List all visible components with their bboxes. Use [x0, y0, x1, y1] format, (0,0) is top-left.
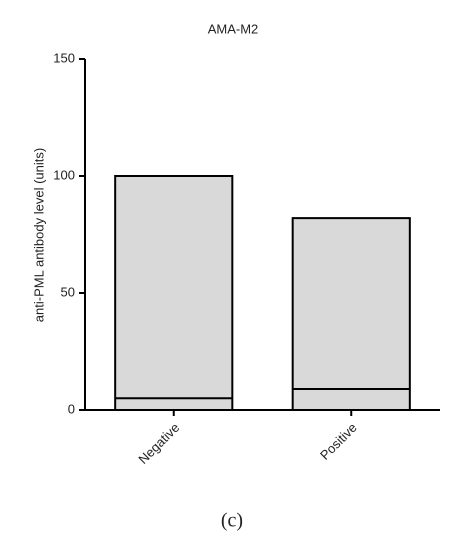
caption: (c): [221, 510, 243, 532]
x-tick-label: Positive: [317, 420, 360, 463]
x-tick-label: Negative: [135, 420, 182, 467]
y-tick-label: 100: [53, 167, 75, 182]
bar: [114, 175, 234, 411]
bar: [291, 217, 411, 411]
y-axis-label: anti-PML antibody level (units): [31, 148, 46, 322]
y-tick-label: 150: [53, 50, 75, 65]
y-tick-label: 0: [68, 401, 75, 416]
y-tick-label: 50: [61, 284, 75, 299]
chart-title: AMA-M2: [208, 21, 259, 36]
